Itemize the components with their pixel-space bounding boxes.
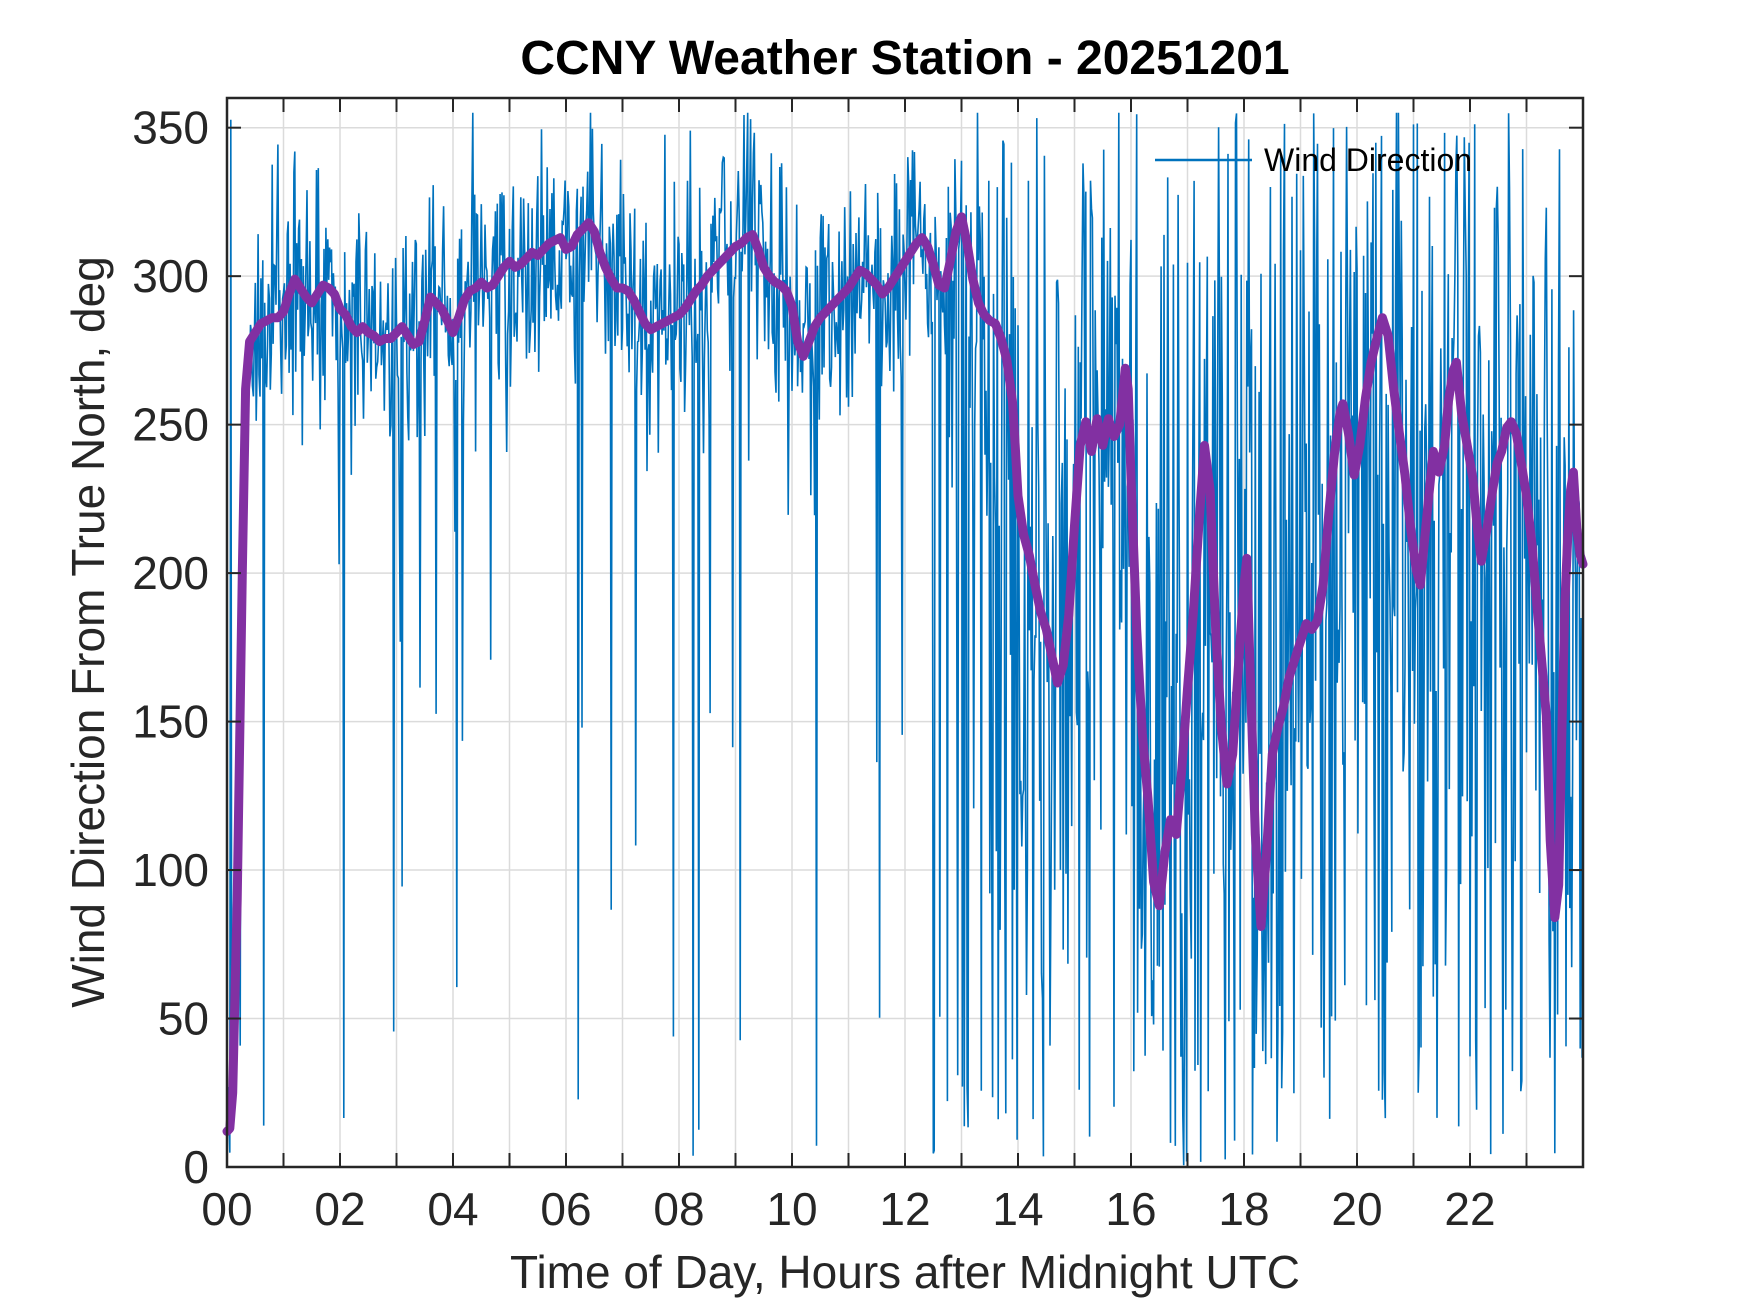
x-tick-label: 12 xyxy=(879,1183,930,1235)
x-tick-label: 18 xyxy=(1218,1183,1269,1235)
legend-label-wind-direction: Wind Direction xyxy=(1264,142,1472,178)
y-tick-label: 0 xyxy=(183,1141,209,1193)
x-axis-label: Time of Day, Hours after Midnight UTC xyxy=(510,1246,1300,1298)
raw-wind-direction-line xyxy=(226,112,1584,1166)
x-tick-label: 20 xyxy=(1331,1183,1382,1235)
smoothed-wind-direction-line xyxy=(222,212,1588,1136)
y-tick-label: 150 xyxy=(132,696,209,748)
x-tick-label: 08 xyxy=(653,1183,704,1235)
chart-title: CCNY Weather Station - 20251201 xyxy=(520,32,1289,85)
y-tick-label: 250 xyxy=(132,399,209,451)
x-tick-label: 14 xyxy=(992,1183,1043,1235)
x-tick-label: 10 xyxy=(766,1183,817,1235)
y-axis-label: Wind Direction From True North, deg xyxy=(62,256,114,1008)
x-tick-label: 00 xyxy=(201,1183,252,1235)
x-tick-label: 06 xyxy=(540,1183,591,1235)
x-tick-label: 22 xyxy=(1444,1183,1495,1235)
x-tick-label: 02 xyxy=(314,1183,365,1235)
y-tick-label: 100 xyxy=(132,844,209,896)
y-tick-label: 350 xyxy=(132,102,209,154)
axes-frame-layer xyxy=(225,96,1585,1169)
x-tick-label: 16 xyxy=(1105,1183,1156,1235)
y-tick-label: 300 xyxy=(132,250,209,302)
legend: Wind Direction xyxy=(1155,142,1472,178)
y-tick-label: 50 xyxy=(158,993,209,1045)
tick-label-layer: 00 02 04 06 08 10 12 14 16 18 20 22 0 50 100 150 200 250 3… xyxy=(132,102,1495,1235)
series-layer xyxy=(222,112,1588,1166)
x-tick-label: 04 xyxy=(427,1183,478,1235)
y-tick-label: 200 xyxy=(132,547,209,599)
